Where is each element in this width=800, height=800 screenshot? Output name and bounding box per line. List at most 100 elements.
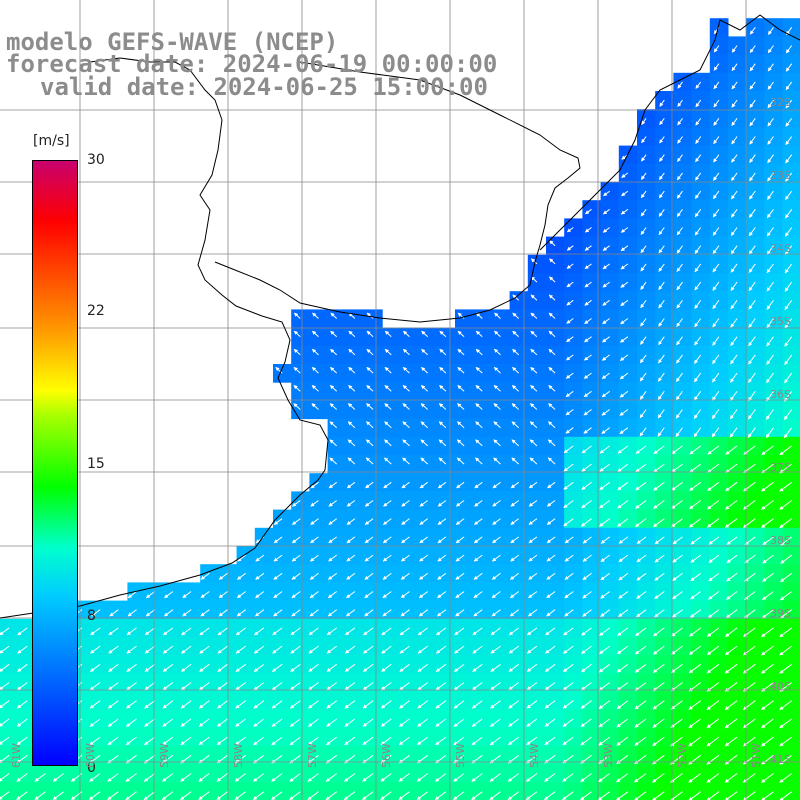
wind-arrow [346, 500, 356, 507]
wind-cell [327, 527, 347, 547]
wind-arrow [707, 609, 720, 618]
wind-cell [728, 673, 747, 693]
wind-arrow [694, 190, 702, 199]
wind-cell [400, 746, 420, 765]
wind-cell [600, 637, 620, 656]
wind-arrow [675, 409, 683, 419]
wind-cell [728, 546, 747, 565]
wind-arrow [602, 208, 611, 215]
wind-cell [618, 309, 638, 329]
wind-cell [145, 728, 165, 747]
longitude-label: 58W [232, 743, 245, 768]
wind-cell [600, 254, 620, 274]
wind-arrow [635, 627, 647, 637]
wind-cell [345, 327, 365, 347]
wind-arrow [780, 572, 792, 583]
wind-cell [163, 709, 183, 729]
wind-cell [382, 527, 401, 547]
wind-cell [327, 746, 347, 765]
wind-cell [655, 509, 674, 529]
wind-cell [582, 746, 602, 765]
wind-cell [709, 546, 729, 565]
wind-cell [400, 764, 420, 784]
wind-arrow [785, 81, 793, 91]
wind-cell [364, 400, 383, 420]
wind-arrow [640, 300, 647, 309]
wind-cell [400, 509, 420, 529]
wind-arrow [779, 627, 792, 638]
wind-arrow [695, 172, 702, 181]
wind-arrow [383, 481, 392, 489]
wind-cell [618, 254, 638, 274]
wind-arrow [712, 190, 720, 200]
wind-arrow [310, 518, 319, 525]
wind-cell [345, 564, 365, 583]
wind-cell [364, 327, 383, 347]
wind-cell [54, 764, 74, 784]
wind-cell [673, 691, 693, 711]
wind-cell [345, 309, 365, 329]
wind-arrow [492, 500, 501, 507]
wind-cell [618, 637, 638, 656]
wind-arrow [108, 627, 119, 636]
wind-arrow [712, 318, 720, 328]
wind-cell [345, 527, 365, 547]
wind-arrow [309, 591, 319, 599]
wind-arrow [617, 627, 629, 636]
wind-arrow [694, 300, 702, 309]
wind-arrow [217, 627, 228, 636]
wind-arrow [712, 300, 720, 310]
wind-cell [273, 691, 292, 711]
wind-cell [145, 600, 165, 620]
wind-cell [418, 709, 438, 729]
wind-arrow [127, 591, 137, 599]
wind-arrow [457, 366, 465, 374]
wind-cell [273, 655, 292, 674]
wind-cell [709, 618, 729, 638]
wind-arrow [766, 209, 774, 219]
wind-cell [582, 728, 602, 747]
wind-arrow [765, 427, 774, 439]
wind-arrow [563, 445, 574, 454]
wind-cell [527, 400, 547, 420]
wind-arrow [767, 45, 774, 54]
wind-arrow [526, 627, 538, 636]
wind-cell [491, 546, 511, 565]
wind-cell [582, 473, 602, 492]
wind-arrow [512, 366, 520, 374]
wind-cell [455, 728, 474, 747]
wind-cell [564, 728, 583, 747]
wind-arrow [711, 409, 720, 420]
wind-arrow [565, 390, 574, 398]
wind-cell [491, 764, 511, 784]
wind-cell [600, 455, 620, 474]
wind-arrow [366, 385, 374, 392]
wind-cell [527, 254, 547, 274]
wind-cell [600, 764, 620, 784]
wind-arrow [765, 409, 774, 420]
wind-cell [473, 364, 492, 383]
wind-arrow [290, 627, 301, 636]
wind-cell [327, 728, 347, 747]
wind-arrow [654, 591, 665, 600]
wind-cell [291, 618, 310, 638]
wind-arrow [581, 445, 592, 454]
wind-cell [709, 455, 729, 474]
wind-arrow [402, 385, 410, 392]
wind-arrow [784, 372, 793, 384]
wind-cell [527, 673, 547, 693]
wind-arrow [384, 457, 392, 465]
wind-arrow [439, 348, 447, 356]
wind-cell [709, 436, 729, 456]
wind-cell [91, 673, 110, 693]
wind-cell [491, 473, 511, 492]
wind-arrow [619, 427, 629, 435]
wind-arrow [364, 500, 374, 507]
wind-cell [309, 782, 329, 800]
wind-arrow [310, 536, 319, 544]
wind-cell [546, 273, 565, 292]
wind-arrow [328, 554, 338, 562]
wind-arrow [402, 421, 410, 429]
wind-cell [691, 691, 711, 711]
wind-arrow [639, 354, 647, 364]
